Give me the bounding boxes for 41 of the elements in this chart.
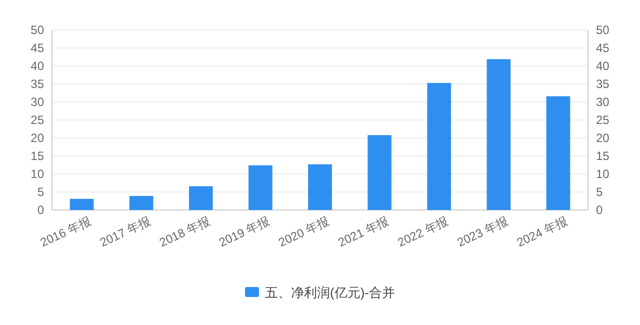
y-tick-label: 25 bbox=[30, 113, 44, 127]
bar bbox=[546, 96, 570, 210]
y-tick-label: 40 bbox=[30, 59, 44, 73]
y2-tick-label: 20 bbox=[596, 131, 610, 145]
bar bbox=[248, 165, 272, 210]
y-tick-label: 45 bbox=[30, 41, 44, 55]
y2-tick-label: 0 bbox=[596, 203, 603, 217]
y2-tick-label: 35 bbox=[596, 77, 610, 91]
x-tick-label: 2020 年报 bbox=[276, 214, 332, 250]
y2-tick-label: 10 bbox=[596, 167, 610, 181]
y-tick-label: 10 bbox=[30, 167, 44, 181]
x-tick-label: 2019 年报 bbox=[216, 214, 272, 250]
y2-tick-label: 5 bbox=[596, 185, 603, 199]
bar bbox=[308, 164, 332, 210]
x-tick-label: 2023 年报 bbox=[455, 214, 510, 250]
x-tick-label: 2024 年报 bbox=[514, 214, 570, 250]
y-tick-label: 0 bbox=[37, 203, 44, 217]
y2-tick-label: 30 bbox=[596, 95, 610, 109]
bar bbox=[188, 186, 213, 210]
x-tick-label: 2022 年报 bbox=[395, 214, 450, 250]
y-tick-label: 5 bbox=[37, 185, 44, 199]
y2-tick-label: 45 bbox=[596, 41, 610, 55]
y2-tick-label: 50 bbox=[596, 23, 610, 37]
y2-tick-label: 40 bbox=[596, 59, 610, 73]
x-tick-label: 2018 年报 bbox=[157, 214, 212, 250]
legend-label: 五、净利润(亿元)-合并 bbox=[265, 285, 395, 300]
x-tick-label: 2021 年报 bbox=[336, 214, 391, 250]
y-tick-label: 50 bbox=[30, 23, 44, 37]
bar bbox=[129, 196, 154, 210]
y2-tick-label: 25 bbox=[596, 113, 610, 127]
bar bbox=[368, 135, 392, 210]
y-tick-label: 35 bbox=[30, 77, 44, 91]
bar bbox=[427, 82, 452, 210]
bar bbox=[486, 59, 511, 210]
y2-tick-label: 15 bbox=[596, 149, 610, 163]
y-tick-label: 15 bbox=[30, 149, 44, 163]
x-tick-label: 2016 年报 bbox=[38, 214, 94, 250]
bar bbox=[70, 198, 94, 210]
y-tick-label: 20 bbox=[30, 131, 44, 145]
x-tick-label: 2017 年报 bbox=[98, 214, 153, 250]
y-tick-label: 30 bbox=[30, 95, 44, 109]
